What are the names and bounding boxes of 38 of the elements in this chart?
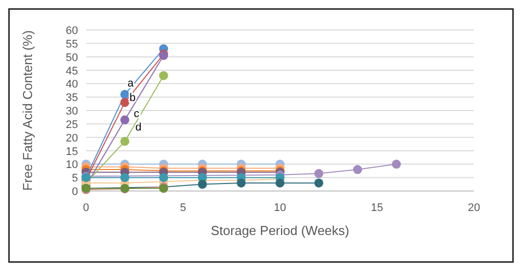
x-tick-label: 0 [82,202,90,214]
x-tick-label: 15 [370,202,384,214]
x-tick-label: 10 [274,202,286,214]
y-tick-label: 5 [72,172,78,185]
y-tick-label: 15 [66,146,78,158]
x-axis-title: Storage Period (Weeks) [210,223,350,238]
point [159,71,168,80]
y-tick-label: 20 [66,132,78,144]
y-tick-label: 55 [66,38,78,50]
point [276,178,284,188]
annotation: d [135,122,142,134]
x-tick-label: 20 [468,202,480,214]
y-tick-label: 30 [66,106,78,118]
point [314,178,324,188]
point [314,169,324,178]
point [159,173,168,182]
point [120,98,130,107]
point [120,115,130,124]
point [236,178,246,188]
x-tick-label: 5 [180,202,186,214]
annotation: a [128,77,135,90]
y-tick-label: 45 [66,65,78,78]
point [120,173,130,182]
y-tick-label: 0 [72,186,78,198]
point [120,90,130,99]
point [198,180,207,189]
point [353,165,362,174]
y-axis-title: Free Fatty Acid Content (%) [20,30,35,191]
y-tick-label: 60 [66,25,78,37]
annotation: c [134,108,140,120]
annotation: b [129,92,136,104]
point [120,136,130,146]
y-tick-label: 25 [66,118,78,131]
y-tick-label: 40 [66,78,78,91]
point [392,160,401,169]
y-tick-label: 10 [66,159,78,172]
y-tick-label: 50 [66,52,78,64]
y-tick-label: 35 [66,92,78,104]
